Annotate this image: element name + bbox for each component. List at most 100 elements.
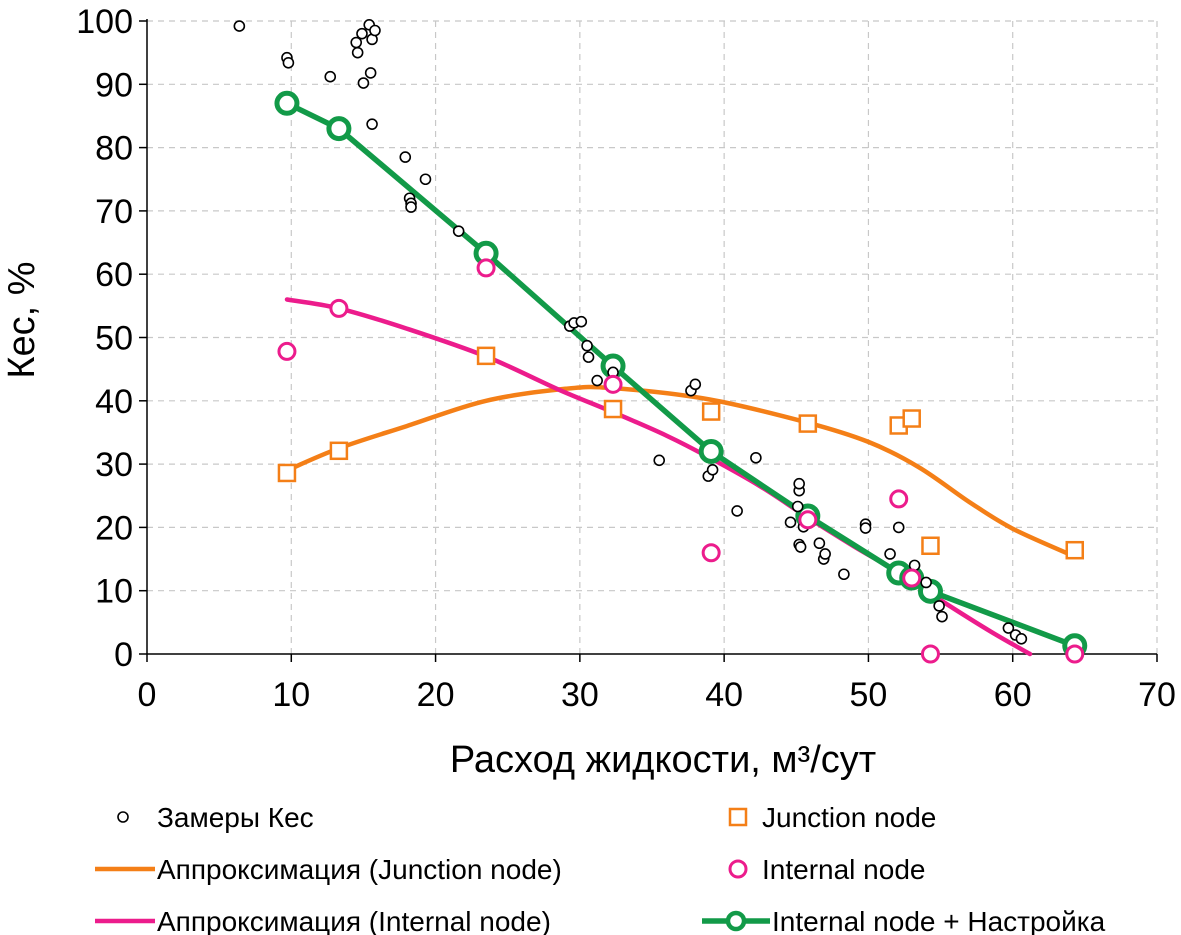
- data-point: [274, 90, 300, 116]
- legend-label: Аппроксимация (Internal node): [157, 906, 551, 935]
- data-point: [794, 541, 807, 553]
- data-point: [784, 516, 797, 529]
- data-point: [452, 225, 465, 237]
- data-point: [706, 463, 719, 476]
- data-point: [277, 463, 297, 483]
- data-point: [582, 351, 595, 363]
- data-point: [793, 477, 805, 490]
- data-point: [902, 409, 921, 428]
- legend-swatch: [728, 859, 748, 879]
- data-point: [351, 46, 364, 59]
- data-point: [653, 454, 666, 467]
- data-point: [921, 536, 940, 556]
- y-tick-label: 90: [95, 66, 133, 104]
- data-point: [750, 451, 762, 464]
- data-point: [920, 644, 940, 664]
- data-point: [1015, 633, 1028, 645]
- data-point: [701, 402, 721, 421]
- data-point: [366, 118, 378, 130]
- data-point: [356, 27, 368, 40]
- data-point: [324, 70, 337, 83]
- x-tick-label: 50: [850, 676, 888, 714]
- data-point: [476, 346, 496, 366]
- plot-area: [233, 18, 1088, 664]
- y-tick-label: 10: [95, 573, 133, 611]
- data-point: [326, 116, 352, 142]
- legend-label: Internal node + Настройка: [772, 906, 1106, 935]
- data-point: [701, 543, 721, 563]
- data-point: [689, 378, 702, 391]
- data-point: [277, 341, 297, 361]
- data-point: [798, 414, 818, 433]
- y-tick-label: 100: [76, 3, 133, 41]
- x-tick-label: 20: [417, 676, 455, 714]
- data-point: [405, 201, 417, 213]
- data-point: [399, 151, 412, 163]
- legend-label: Аппроксимация (Junction node): [157, 854, 562, 885]
- data-point: [329, 298, 349, 318]
- data-point: [1065, 644, 1085, 664]
- data-point: [884, 548, 896, 560]
- data-point: [282, 56, 295, 69]
- data-point: [329, 441, 349, 461]
- x-tick-label: 40: [705, 676, 743, 714]
- legend-label: Internal node: [762, 854, 925, 885]
- x-axis-title: Расход жидкости, м³/сут: [450, 739, 876, 781]
- y-tick-label: 60: [95, 256, 133, 294]
- series-line: [284, 297, 1033, 657]
- grid: [147, 20, 1158, 654]
- y-tick-label: 50: [95, 320, 133, 358]
- y-tick-label: 80: [95, 130, 133, 168]
- y-tick-label: 30: [95, 446, 133, 484]
- y-tick-label: 40: [95, 383, 133, 421]
- series-line: [285, 100, 1076, 649]
- x-tick-label: 30: [561, 676, 599, 714]
- series-line: [284, 384, 1078, 559]
- data-point: [476, 258, 496, 278]
- data-point: [933, 600, 945, 612]
- data-point: [364, 67, 377, 79]
- axes: [139, 19, 1158, 662]
- legend-label: Junction node: [762, 802, 936, 833]
- data-point: [575, 315, 588, 328]
- data-point: [581, 339, 593, 352]
- data-point: [603, 399, 623, 419]
- data-point: [603, 374, 623, 394]
- tick-labels: 0 10 20 30 40 50 60 70 80 90 100 0 10 20 30 40 50 60 70: [76, 3, 1176, 714]
- y-axis-title: Кес, %: [1, 261, 43, 378]
- data-point: [350, 36, 363, 49]
- data-point: [798, 510, 818, 530]
- x-tick-label: 60: [994, 676, 1032, 714]
- data-point: [936, 610, 948, 623]
- data-point: [813, 537, 826, 550]
- data-point: [819, 548, 831, 560]
- data-point: [889, 489, 909, 509]
- data-point: [357, 77, 370, 89]
- legend: Замеры Кес Junction node Аппроксимация (Ju…: [95, 802, 1106, 935]
- x-tick-label: 0: [138, 676, 157, 714]
- data-point: [1065, 540, 1085, 560]
- y-tick-label: 70: [95, 193, 133, 231]
- data-point: [731, 505, 743, 517]
- data-point: [233, 20, 246, 32]
- legend-label: Замеры Кес: [157, 802, 314, 833]
- data-point: [859, 522, 872, 534]
- legend-swatch: [728, 807, 748, 827]
- data-point: [369, 24, 381, 37]
- data-point: [838, 568, 850, 581]
- legend-swatch: [725, 910, 747, 932]
- data-point: [920, 576, 932, 589]
- x-tick-label: 70: [1138, 676, 1176, 714]
- x-tick-label: 10: [272, 676, 310, 714]
- data-point: [1002, 622, 1015, 634]
- y-tick-label: 20: [95, 509, 133, 547]
- data-point: [591, 374, 603, 387]
- data-point: [902, 568, 922, 588]
- legend-swatch: [117, 811, 129, 823]
- data-point: [791, 500, 804, 513]
- y-tick-label: 0: [114, 636, 133, 674]
- data-point: [892, 521, 905, 534]
- data-point: [698, 438, 724, 464]
- data-point: [419, 173, 432, 186]
